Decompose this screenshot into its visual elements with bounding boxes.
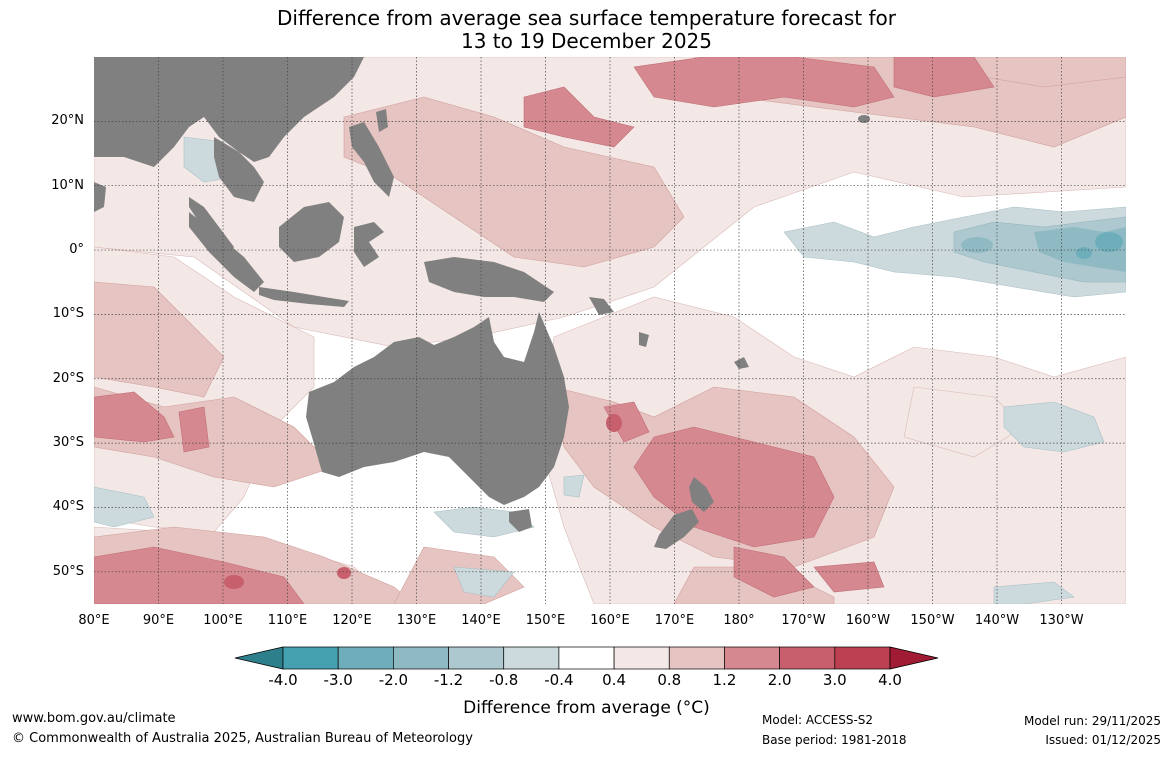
- longitude-label: 90°E: [142, 613, 175, 628]
- longitude-label: 110°E: [267, 613, 308, 628]
- anomaly-strong-warm: [94, 57, 995, 604]
- colorbar-swatch: [613, 646, 670, 670]
- longitude-label: 180°: [723, 613, 755, 628]
- latitude-label: 40°S: [52, 499, 84, 515]
- longitude-label: 80°E: [78, 613, 110, 628]
- colorbar-swatch: [337, 646, 394, 670]
- longitude-label: 100°E: [203, 613, 243, 628]
- longitude-label: 150°E: [525, 613, 566, 628]
- longitude-label: 120°E: [332, 613, 372, 628]
- colorbar-swatch: [503, 646, 560, 670]
- colorbar-swatch: [779, 646, 836, 670]
- colorbar-tick-label: -2.0: [378, 671, 408, 689]
- colorbar-swatch: [448, 646, 505, 670]
- colorbar-swatch: [393, 646, 449, 670]
- base-period-text: Base period: 1981-2018: [762, 733, 907, 747]
- colorbar-tick-label: 4.0: [878, 671, 902, 689]
- colorbar-tick-label: -3.0: [323, 671, 353, 689]
- issued-text: Issued: 01/12/2025: [1045, 733, 1161, 747]
- chart-title-line2: 13 to 19 December 2025: [460, 29, 712, 53]
- colorbar-tick-label: 2.0: [767, 671, 792, 689]
- latitude-label: 20°S: [52, 370, 84, 386]
- longitude-label: 150°W: [910, 613, 955, 628]
- anomaly-very-strong-warm: [224, 414, 622, 589]
- colorbar-swatch: [834, 646, 891, 670]
- colorbar-tick-label: 3.0: [822, 671, 847, 689]
- latitude-label: 0°: [69, 242, 84, 258]
- website-link[interactable]: www.bom.gov.au/climate: [12, 711, 176, 726]
- colorbar-tick-label: 1.2: [712, 671, 737, 689]
- latitude-label: 20°N: [51, 113, 84, 129]
- longitude-label: 130°E: [396, 613, 437, 628]
- model-run-text: Model run: 29/11/2025: [1023, 714, 1161, 728]
- sst-anomaly-map: [94, 57, 1126, 604]
- graticule: [94, 57, 1126, 604]
- longitude-label: 140°E: [461, 613, 501, 628]
- colorbar-extend-high: [889, 646, 939, 670]
- longitude-label: 170°E: [654, 613, 695, 628]
- longitude-label: 160°W: [845, 613, 891, 628]
- colorbar-swatch: [558, 646, 615, 670]
- colorbar-tick-label: -1.2: [433, 671, 464, 689]
- chart-title-line1: Difference from average sea surface temp…: [276, 6, 896, 30]
- colorbar-swatch: [724, 646, 780, 670]
- latitude-label: 10°N: [51, 177, 84, 193]
- colorbar-title: Difference from average (°C): [463, 698, 710, 718]
- latitude-label: 50°S: [52, 563, 84, 579]
- colorbar-swatch: [668, 646, 725, 670]
- colorbar-extend-low: [234, 646, 284, 670]
- copyright-text: © Commonwealth of Australia 2025, Austra…: [12, 731, 473, 746]
- model-text: Model: ACCESS-S2: [762, 713, 874, 727]
- land: [94, 57, 870, 549]
- colorbar-tick-label: 0.8: [657, 671, 682, 689]
- longitude-label: 130°W: [1039, 613, 1084, 628]
- colorbar-tick-label: -0.4: [544, 671, 574, 689]
- colorbar-tick-label: -4.0: [268, 671, 298, 689]
- latitude-label: 10°S: [52, 306, 84, 322]
- colorbar-tick-label: 0.4: [602, 671, 626, 689]
- longitude-label: 160°E: [590, 613, 630, 628]
- latitude-label: 30°S: [52, 435, 84, 451]
- longitude-label: 170°W: [781, 613, 826, 628]
- colorbar-swatch: [282, 646, 339, 670]
- colorbar-tick-label: -0.8: [489, 671, 519, 689]
- longitude-label: 140°W: [974, 613, 1020, 628]
